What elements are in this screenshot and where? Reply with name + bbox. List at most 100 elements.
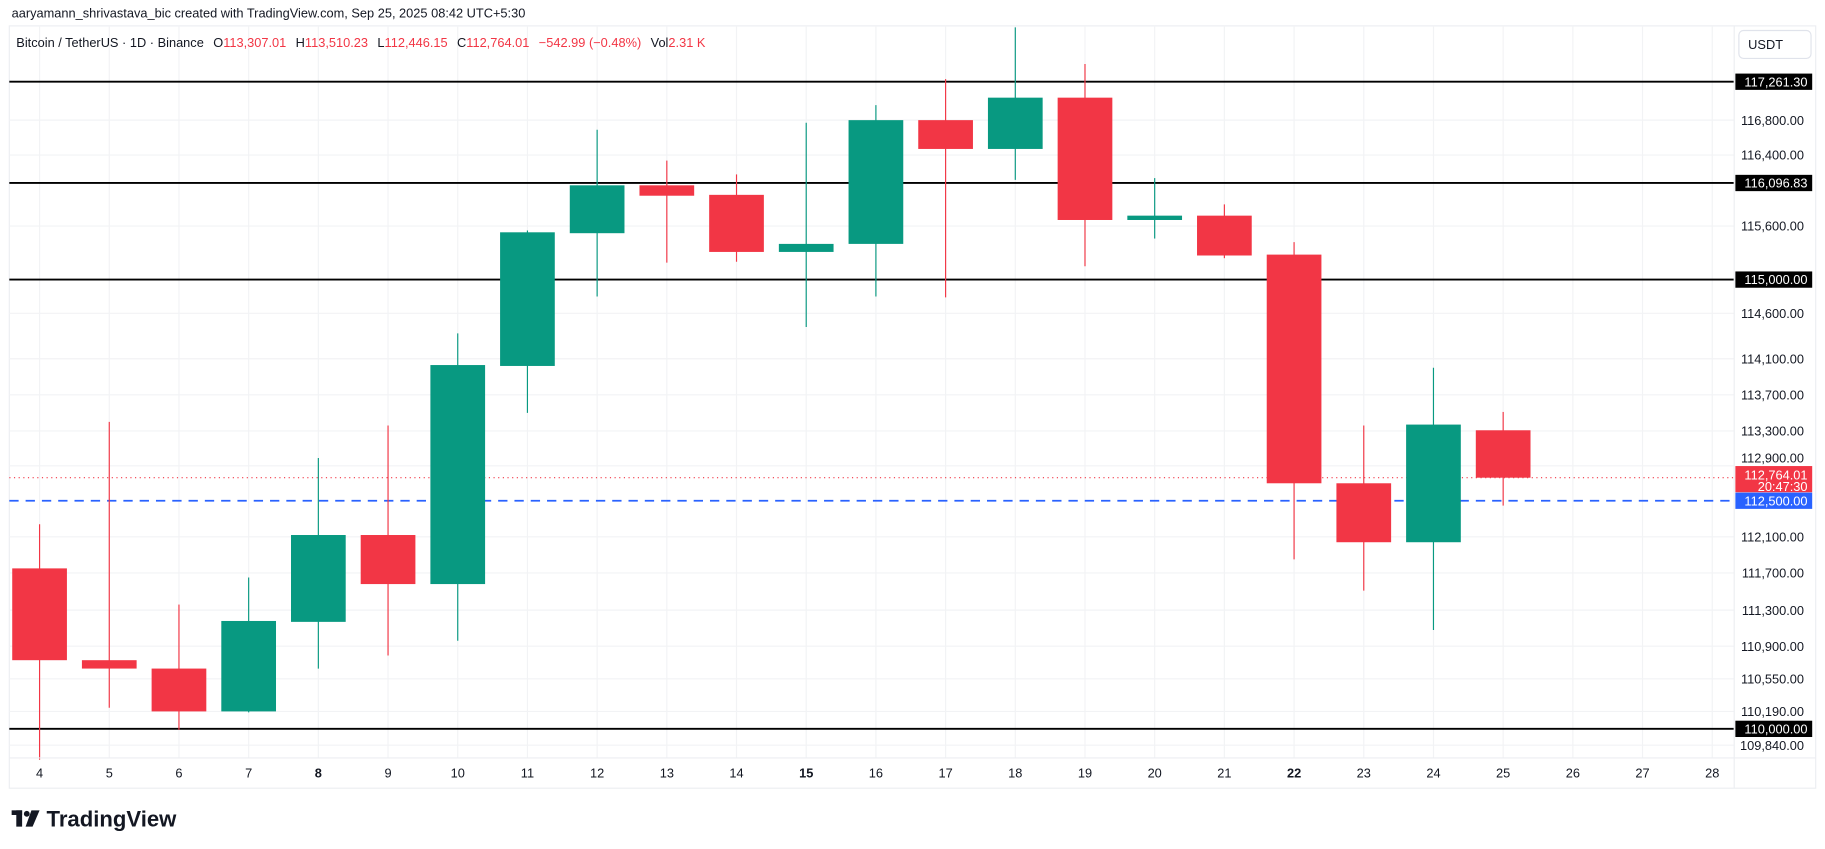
candles: [12, 27, 1531, 760]
time-axis[interactable]: 4 5 6 7 8 9 10 11 12 13 14 15 16 17 18 19 20 21 22 23 24 25 26…: [36, 766, 1719, 781]
price-tick-label: 111,300.00: [1742, 603, 1804, 618]
time-tick-label: 10: [451, 766, 465, 781]
legend: Bitcoin / TetherUS · 1D · Binance O113,3…: [16, 35, 706, 50]
time-tick-label: 14: [729, 766, 743, 781]
level-price-label-bg: [1735, 720, 1813, 738]
time-tick-label: 16: [869, 766, 883, 781]
candle-22[interactable]: [1266, 242, 1322, 560]
candle-body: [290, 535, 346, 622]
level-price-label-bg: [1735, 73, 1813, 90]
level-price-label-bg: [1735, 174, 1813, 192]
time-tick-label: 26: [1566, 766, 1580, 781]
logo-text: TradingView: [47, 807, 178, 832]
candle-21[interactable]: [1197, 204, 1252, 259]
candle-body: [1266, 254, 1322, 484]
change-value: −542.99 (−0.48%): [539, 35, 641, 50]
close-label: C: [457, 35, 466, 50]
price-tick-label: 116,400.00: [1741, 148, 1804, 163]
price-tick-label: 113,300.00: [1741, 424, 1804, 439]
candle-17[interactable]: [918, 79, 973, 298]
candle-body: [1336, 483, 1392, 543]
candle-body: [1197, 215, 1252, 256]
price-tick-label: 110,190.00: [1741, 704, 1804, 719]
volume-value: 2.31 K: [668, 35, 705, 50]
candle-24[interactable]: [1406, 367, 1461, 630]
tradingview-logo-icon: [11, 810, 40, 827]
candle-body: [430, 365, 486, 585]
candle-20[interactable]: [1127, 178, 1183, 239]
candle-body: [1475, 430, 1531, 478]
bar-countdown: 20:47:30: [1758, 479, 1808, 494]
candle-11[interactable]: [500, 230, 555, 413]
time-tick-label: 12: [590, 766, 604, 781]
candle-5[interactable]: [81, 421, 137, 708]
candle-9[interactable]: [360, 425, 416, 656]
candle-23[interactable]: [1336, 425, 1392, 591]
symbol-name[interactable]: Bitcoin / TetherUS · 1D · Binance: [16, 35, 204, 50]
time-tick-label: 18: [1008, 766, 1022, 781]
candle-19[interactable]: [1057, 63, 1113, 267]
time-tick-label: 6: [175, 766, 182, 781]
last-price-label: 112,764.01: [1744, 467, 1807, 482]
currency-button[interactable]: USDT: [1738, 29, 1812, 60]
time-tick-label: 11: [521, 766, 534, 781]
time-tick-label: 5: [106, 766, 113, 781]
volume-label: Vol: [651, 35, 669, 50]
candle-body: [1127, 215, 1183, 220]
candle-7[interactable]: [221, 577, 277, 713]
time-tick-label: 27: [1635, 766, 1649, 781]
time-tick-label: 25: [1496, 766, 1510, 781]
price-axis[interactable]: 116,800.00 116,400.00 115,600.00 114,600.00…: [1740, 113, 1804, 753]
price-tick-label: 109,840.00: [1740, 738, 1804, 753]
candle-body: [500, 232, 555, 366]
level-price-label: 117,261.30: [1744, 74, 1807, 89]
candle-10[interactable]: [430, 333, 486, 641]
price-tick-label: 110,550.00: [1741, 671, 1804, 686]
level-price-label-bg: [1735, 271, 1813, 288]
currency-label: USDT: [1748, 37, 1783, 52]
candle-8[interactable]: [290, 457, 346, 669]
candle-body: [848, 120, 904, 244]
candle-25[interactable]: [1475, 411, 1531, 506]
candle-body: [1406, 424, 1461, 543]
candle-body: [778, 243, 834, 252]
candle-12[interactable]: [569, 129, 625, 297]
price-tick-label: 116,800.00: [1741, 113, 1804, 128]
low-value: 112,446.15: [385, 35, 448, 50]
high-label: H: [296, 35, 305, 50]
candle-6[interactable]: [151, 604, 207, 730]
level-price-label: 115,000.00: [1744, 272, 1807, 287]
open-value: 113,307.01: [223, 35, 286, 50]
candle-16[interactable]: [848, 105, 904, 297]
candle-4[interactable]: [12, 524, 67, 760]
candle-body: [987, 97, 1043, 149]
attribution: aaryamann_shrivastava_bic created with T…: [12, 6, 526, 21]
tradingview-logo[interactable]: TradingView: [11, 807, 178, 832]
time-tick-label: 8: [315, 766, 322, 781]
price-tick-label: 110,900.00: [1741, 639, 1804, 654]
candle-body: [360, 535, 416, 585]
candle-body: [639, 185, 695, 196]
candle-body: [918, 120, 973, 149]
time-tick-label: 15: [799, 766, 813, 781]
time-tick-label: 4: [36, 766, 43, 781]
time-tick-label: 19: [1078, 766, 1092, 781]
time-tick-label: 23: [1357, 766, 1371, 781]
time-tick-label: 7: [245, 766, 252, 781]
time-tick-label: 9: [384, 766, 391, 781]
candle-18[interactable]: [987, 27, 1043, 180]
level-price-label: 110,000.00: [1744, 722, 1807, 737]
candle-body: [709, 194, 764, 252]
level-labels: 117,261.30 116,096.83 115,000.00 110,000.00…: [1735, 73, 1813, 738]
time-tick-label: 13: [660, 766, 674, 781]
candle-13[interactable]: [639, 160, 695, 263]
price-tick-label: 113,700.00: [1741, 387, 1804, 402]
time-tick-label: 28: [1705, 766, 1719, 781]
candle-14[interactable]: [709, 174, 764, 262]
candle-body: [221, 620, 277, 712]
level-price-label: 112,500.00: [1744, 493, 1807, 508]
high-value: 113,510.23: [305, 35, 368, 50]
candle-15[interactable]: [778, 122, 834, 327]
low-label: L: [377, 35, 384, 50]
